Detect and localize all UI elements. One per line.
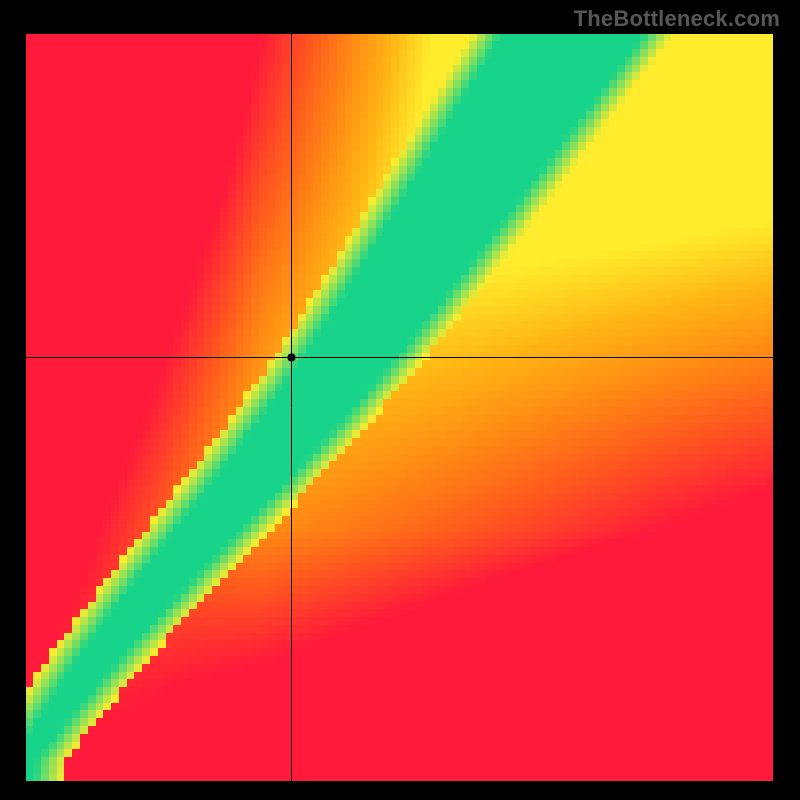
watermark-text: TheBottleneck.com bbox=[574, 6, 780, 32]
chart-container: TheBottleneck.com bbox=[0, 0, 800, 800]
heatmap-canvas bbox=[26, 34, 773, 781]
heatmap-plot-area bbox=[26, 34, 773, 781]
